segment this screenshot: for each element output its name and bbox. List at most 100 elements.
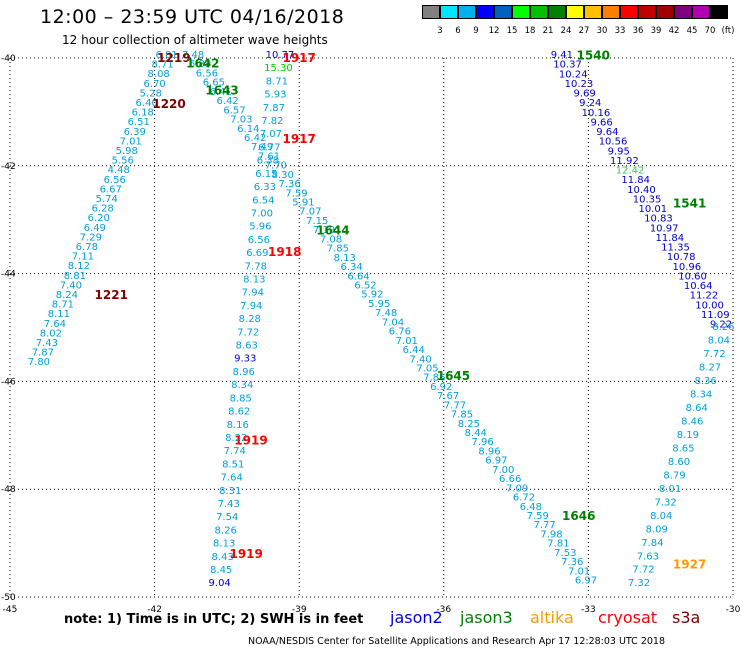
wave-height-value: 7.04 xyxy=(382,317,404,328)
wave-height-value: 8.65 xyxy=(672,443,694,454)
lon-tick-label: -39 xyxy=(292,605,307,615)
wave-height-value: 7.85 xyxy=(327,244,349,255)
wave-height-value: 8.79 xyxy=(663,470,685,481)
wave-height-value: 6.51 xyxy=(128,117,150,128)
wave-height-value: 8.08 xyxy=(148,69,170,80)
wave-height-value: 9.24 xyxy=(579,98,601,109)
wave-height-value: 6.56 xyxy=(104,175,126,186)
wave-height-value: 10.97 xyxy=(650,223,679,234)
wave-height-value: 6.44 xyxy=(403,345,425,356)
wave-height-value: 6.77 xyxy=(258,142,280,153)
pass-time-label: 1919 xyxy=(234,434,267,448)
wave-height-value: 6.57 xyxy=(223,105,245,116)
wave-height-value: 6.69 xyxy=(246,248,268,259)
wave-height-value: 11.92 xyxy=(610,156,639,167)
wave-height-value: 6.49 xyxy=(84,223,106,234)
wave-height-value: 6.28 xyxy=(92,204,114,215)
wave-height-value: 5.56 xyxy=(112,156,134,167)
footer-note: note: 1) Time is in UTC; 2) SWH is in fe… xyxy=(64,612,364,627)
wave-height-value: 9.33 xyxy=(234,354,256,365)
wave-height-value: 7.94 xyxy=(240,301,262,312)
pass-time-label: 1219 xyxy=(157,51,190,65)
pass-time-label: 1221 xyxy=(95,288,128,302)
wave-height-value: 7.98 xyxy=(540,529,562,540)
wave-height-value: 6.39 xyxy=(124,127,146,138)
wave-height-value: 7.77 xyxy=(534,520,556,531)
wave-height-value: 7.07 xyxy=(299,207,321,218)
wave-height-value: 8.24 xyxy=(56,290,78,301)
legend-jason2: jason2 xyxy=(390,608,443,627)
wave-height-value: 8.26 xyxy=(215,525,237,536)
wave-height-value: 6.56 xyxy=(196,68,218,79)
wave-height-value: 7.32 xyxy=(628,578,650,589)
wave-height-value: 7.43 xyxy=(218,499,240,510)
wave-height-value: 7.43 xyxy=(36,338,58,349)
wave-height-value: 8.30 xyxy=(272,170,294,181)
wave-height-value: 6.33 xyxy=(254,182,276,193)
scale-label: 30 xyxy=(596,26,608,36)
wave-height-value: 6.42 xyxy=(216,96,238,107)
wave-height-value: 6.66 xyxy=(499,474,521,485)
wave-height-value: 10.96 xyxy=(673,262,702,273)
wave-height-value: 8.96 xyxy=(233,367,255,378)
scale-label: (ft) xyxy=(721,26,735,36)
wave-height-value: 6.97 xyxy=(485,456,507,467)
scale-label: 18 xyxy=(524,26,536,36)
wave-height-value: 7.77 xyxy=(444,400,466,411)
wave-height-value: 8.51 xyxy=(222,459,244,470)
legend-cryosat: cryosat xyxy=(598,608,658,627)
wave-height-value: 6.14 xyxy=(237,124,259,135)
wave-height-value: 5.96 xyxy=(249,222,271,233)
wave-height-value: 15.30 xyxy=(264,63,293,74)
scale-label: 36 xyxy=(632,26,644,36)
wave-height-value: 6.15 xyxy=(255,169,277,180)
wave-height-value: 9.69 xyxy=(573,89,595,100)
lon-tick-label: -30 xyxy=(726,605,740,615)
wave-height-value: 7.82 xyxy=(261,116,283,127)
wave-height-value: 7.70 xyxy=(265,161,287,172)
wave-height-value: 9.22 xyxy=(710,320,732,331)
scale-label: 27 xyxy=(578,26,590,36)
wave-height-value: 7.01 xyxy=(396,336,418,347)
wave-height-value: 5.91 xyxy=(292,198,314,209)
wave-height-value: 10.60 xyxy=(678,271,707,282)
wave-height-value: 5.92 xyxy=(361,290,383,301)
pass-time-label: 1917 xyxy=(282,132,315,146)
legend-jason3: jason3 xyxy=(460,608,513,627)
scale-swatch xyxy=(548,5,566,19)
wave-height-value: 10.35 xyxy=(633,194,662,205)
wave-height-value: 7.87 xyxy=(32,348,54,359)
wave-height-value: 7.80 xyxy=(28,357,50,368)
pass-time-label: 1540 xyxy=(577,48,610,62)
pass-time-label: 1919 xyxy=(229,547,262,561)
wave-height-value: 7.59 xyxy=(285,188,307,199)
wave-height-value: 7.36 xyxy=(279,179,301,190)
wave-height-value: 6.76 xyxy=(389,327,411,338)
wave-height-value: 10.64 xyxy=(684,281,713,292)
lon-tick-label: -33 xyxy=(581,605,596,615)
wave-height-value: 10.78 xyxy=(667,252,696,263)
pass-time-label: 1644 xyxy=(316,223,349,237)
wave-height-value: 7.96 xyxy=(471,437,493,448)
wave-height-value: 7.59 xyxy=(527,511,549,522)
wave-height-value: 7.32 xyxy=(655,497,677,508)
scale-swatch xyxy=(476,5,494,19)
wave-height-value: 8.16 xyxy=(227,420,249,431)
wave-height-value: 7.36 xyxy=(561,557,583,568)
wave-height-value: 7.84 xyxy=(641,538,663,549)
wave-height-value: 6.64 xyxy=(347,271,369,282)
scale-label: 33 xyxy=(614,26,626,36)
wave-height-value: 7.72 xyxy=(237,327,259,338)
wave-height-value: 10.00 xyxy=(695,300,724,311)
wave-height-value: 7.64 xyxy=(44,319,66,330)
wave-height-value: 6.18 xyxy=(132,108,154,119)
wave-height-value: 7.81 xyxy=(547,539,569,550)
wave-height-value: 8.09 xyxy=(646,524,668,535)
wave-height-value: 9.66 xyxy=(591,117,613,128)
wave-height-value: 5.95 xyxy=(368,299,390,310)
wave-height-value: 6.78 xyxy=(76,242,98,253)
wave-height-value: 8.46 xyxy=(681,417,703,428)
wave-height-value: 10.37 xyxy=(553,60,582,71)
wave-height-value: 8.04 xyxy=(650,511,672,522)
